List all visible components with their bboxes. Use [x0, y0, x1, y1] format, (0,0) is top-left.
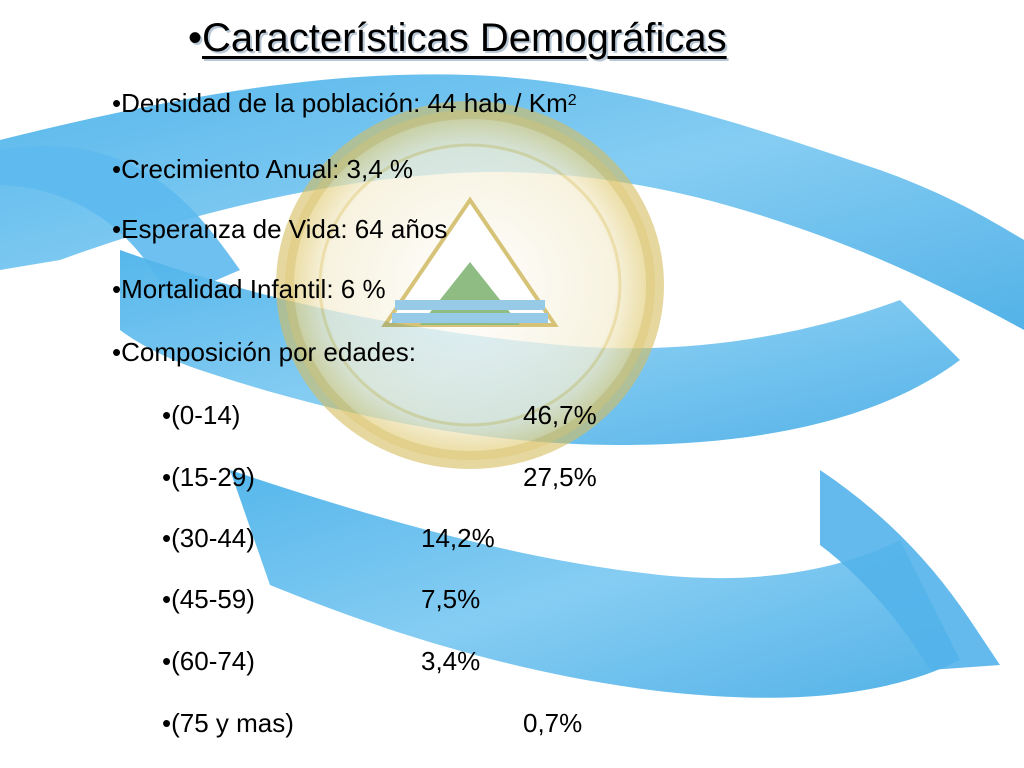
- superscript: 2: [567, 92, 577, 109]
- bullet: •: [162, 523, 172, 553]
- bullet: •: [162, 462, 172, 492]
- item-label: Esperanza de Vida: 64 años: [121, 214, 448, 244]
- flag-band-lower: [230, 470, 960, 698]
- flag-band-left: [0, 146, 240, 300]
- bullet-item-density: •Densidad de la población: 44 hab / Km2: [112, 86, 577, 120]
- age-group-value: 7,5%: [421, 584, 481, 614]
- age-range-text: (0-14): [171, 400, 241, 430]
- flag-band-right: [820, 470, 1000, 670]
- bullet: •: [112, 337, 122, 367]
- bullet: •: [162, 584, 172, 614]
- bullet: •: [112, 274, 122, 304]
- bullet-item-infant-mortality: •Mortalidad Infantil: 6 %: [112, 272, 386, 306]
- flag-band-top: [0, 74, 1024, 331]
- item-label: Composición por edades:: [121, 337, 416, 367]
- bullet-item-age-composition: •Composición por edades:: [112, 335, 416, 369]
- age-group-value: 46,7%: [523, 400, 597, 430]
- item-label: Mortalidad Infantil: 6 %: [121, 274, 386, 304]
- bullet: •: [162, 646, 172, 676]
- item-label: Crecimiento Anual: 3,4 %: [121, 154, 414, 184]
- age-group-value: 27,5%: [523, 462, 597, 492]
- bullet: •: [112, 88, 122, 118]
- bullet: •: [112, 214, 122, 244]
- title-bullet: •: [188, 16, 203, 60]
- bullet-item-growth: •Crecimiento Anual: 3,4 %: [112, 152, 413, 186]
- age-group-range: •(30-44): [162, 521, 255, 555]
- age-group-range: •(15-29): [162, 460, 255, 494]
- age-group-range: •(45-59): [162, 582, 255, 616]
- bullet: •: [112, 154, 122, 184]
- age-range-text: (75 y mas): [171, 708, 294, 738]
- age-range-text: (15-29): [171, 462, 255, 492]
- nicaragua-seal: [276, 101, 664, 469]
- age-group-value: 0,7%: [523, 708, 583, 738]
- bullet-item-life-expectancy: •Esperanza de Vida: 64 años: [112, 212, 447, 246]
- age-group-value: 14,2%: [421, 523, 495, 553]
- bullet: •: [162, 400, 172, 430]
- age-group-value: 3,4%: [421, 646, 481, 676]
- item-label: Densidad de la población: 44 hab / Km: [121, 88, 568, 118]
- age-group-range: •(60-74): [162, 644, 255, 678]
- bullet: •: [162, 708, 172, 738]
- age-group-range: •(75 y mas): [162, 706, 294, 740]
- age-range-text: (30-44): [171, 523, 255, 553]
- age-group-range: •(0-14): [162, 398, 240, 432]
- title-text: Características Demográficas: [202, 16, 727, 60]
- age-range-text: (45-59): [171, 584, 255, 614]
- age-range-text: (60-74): [171, 646, 255, 676]
- slide-title: •Características Demográficas: [188, 12, 727, 64]
